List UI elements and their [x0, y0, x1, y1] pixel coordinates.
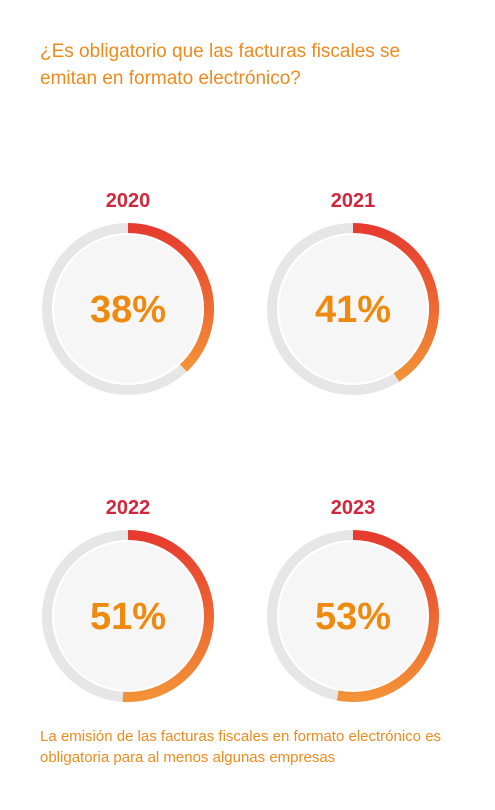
donut-chart-2020: 2020 38% — [33, 190, 223, 405]
donut-inner — [54, 235, 202, 383]
year-label: 2021 — [330, 190, 376, 212]
year-label: 2020 — [105, 190, 151, 212]
footnote-text: La emisión de las facturas fiscales en f… — [40, 728, 442, 766]
donut-value-arc — [352, 223, 439, 382]
donut-graphic: 51% — [42, 530, 214, 702]
donut-value-arc — [127, 223, 214, 372]
donut-value-arc — [336, 530, 439, 702]
year-label: 2023 — [330, 497, 376, 519]
question-title: ¿Es obligatorio que las facturas fiscale… — [40, 41, 401, 89]
donut-inner — [279, 235, 427, 383]
donut-graphic: 53% — [267, 530, 439, 702]
donut-value-arc — [122, 530, 214, 702]
donut-chart-2022: 2022 51% — [33, 497, 223, 712]
percentage-label: 51% — [90, 596, 166, 638]
donut-graphic: 41% — [267, 223, 439, 395]
percentage-label: 53% — [315, 596, 391, 638]
donut-inner — [54, 542, 202, 690]
percentage-label: 38% — [90, 289, 166, 331]
donut-chart-2023: 2023 53% — [258, 497, 448, 712]
year-label: 2022 — [105, 497, 151, 519]
donut-chart-2021: 2021 41% — [258, 190, 448, 405]
donut-graphic: 38% — [42, 223, 214, 395]
donut-inner — [279, 542, 427, 690]
percentage-label: 41% — [315, 289, 391, 331]
